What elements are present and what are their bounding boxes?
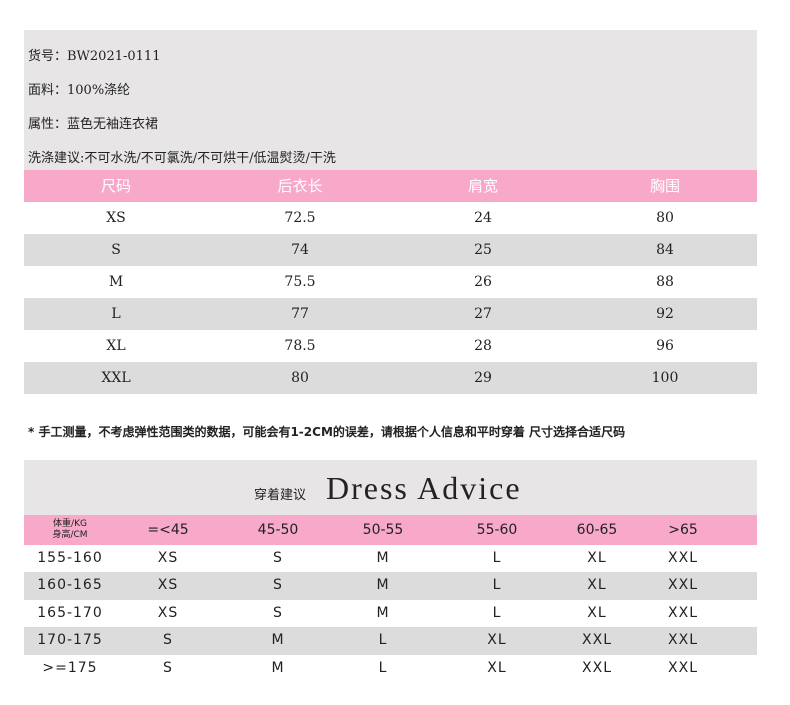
item-number: 货号：BW2021-0111 bbox=[28, 49, 161, 64]
recommended-size: XXL bbox=[668, 577, 698, 593]
weight-range: >65 bbox=[668, 522, 698, 538]
column-header: 肩宽 bbox=[467, 177, 499, 195]
height-range: 165-170 bbox=[37, 605, 103, 621]
advice-row: >=175 S M L XL XXL XXL bbox=[24, 655, 757, 682]
recommended-size: XXL bbox=[668, 605, 698, 621]
table-cell: 92 bbox=[656, 306, 674, 322]
table-row: S 74 25 84 bbox=[24, 234, 757, 266]
height-range: 170-175 bbox=[37, 632, 103, 648]
recommended-size: L bbox=[378, 660, 388, 676]
recommended-size: S bbox=[273, 577, 283, 593]
recommended-size: XS bbox=[157, 605, 179, 621]
table-cell: 77 bbox=[291, 306, 309, 322]
recommended-size: M bbox=[376, 550, 390, 566]
table-cell: XL bbox=[106, 338, 126, 354]
recommended-size: S bbox=[273, 550, 283, 566]
dress-advice-header: 穿着建议 Dress Advice bbox=[24, 460, 757, 515]
table-cell: 100 bbox=[651, 370, 679, 386]
height-range: 160-165 bbox=[37, 577, 103, 593]
attribute: 属性：蓝色无袖连衣裙 bbox=[28, 117, 159, 132]
recommended-size: L bbox=[492, 550, 502, 566]
advice-row: 155-160 XS S M L XL XXL bbox=[24, 545, 757, 572]
recommended-size: XL bbox=[587, 550, 607, 566]
recommended-size: XXL bbox=[582, 632, 612, 648]
table-cell: 78.5 bbox=[284, 338, 316, 354]
table-cell: 80 bbox=[656, 210, 674, 226]
table-cell: 72.5 bbox=[284, 210, 316, 226]
table-row: M 75.5 26 88 bbox=[24, 266, 757, 298]
height-label: 身高/CM bbox=[52, 530, 88, 540]
table-cell: L bbox=[111, 306, 121, 322]
recommended-size: XL bbox=[587, 605, 607, 621]
table-cell: 88 bbox=[656, 274, 674, 290]
table-cell: 29 bbox=[474, 370, 492, 386]
recommended-size: L bbox=[492, 605, 502, 621]
table-cell: 80 bbox=[291, 370, 309, 386]
recommended-size: M bbox=[271, 632, 285, 648]
table-row: XS 72.5 24 80 bbox=[24, 202, 757, 234]
weight-label: 体重/KG bbox=[53, 519, 87, 529]
fabric: 面料：100%涤纶 bbox=[28, 83, 131, 98]
advice-row: 160-165 XS S M L XL XXL bbox=[24, 572, 757, 600]
weight-range: 45-50 bbox=[257, 522, 299, 538]
table-cell: 28 bbox=[474, 338, 492, 354]
recommended-size: XXL bbox=[582, 660, 612, 676]
recommended-size: M bbox=[376, 605, 390, 621]
size-table: 尺码 后衣长 肩宽 胸围 XS 72.5 24 80 S 74 25 84 M 75.5 26 88 L 77 27… bbox=[24, 170, 757, 394]
recommended-size: XXL bbox=[668, 660, 698, 676]
weight-range: 50-55 bbox=[362, 522, 404, 538]
dress-advice-table: 体重/KG 身高/CM =<45 45-50 50-55 55-60 60-65 >65 155… bbox=[24, 515, 757, 682]
recommended-size: XL bbox=[487, 632, 507, 648]
recommended-size: L bbox=[378, 632, 388, 648]
table-cell: 24 bbox=[474, 210, 492, 226]
height-range: >=175 bbox=[42, 660, 98, 676]
recommended-size: XL bbox=[587, 577, 607, 593]
table-cell: 84 bbox=[656, 242, 674, 258]
table-cell: 75.5 bbox=[284, 274, 316, 290]
height-range: 155-160 bbox=[37, 550, 103, 566]
table-cell: 27 bbox=[474, 306, 492, 322]
table-cell: 25 bbox=[474, 242, 492, 258]
table-cell: 26 bbox=[474, 274, 492, 290]
table-row: XXL 80 29 100 bbox=[24, 362, 757, 394]
table-header: 尺码 后衣长 肩宽 胸围 bbox=[24, 170, 757, 202]
table-cell: XS bbox=[106, 210, 126, 226]
advice-title-cn: 穿着建议 bbox=[254, 488, 307, 503]
advice-title-en: Dress Advice bbox=[326, 470, 522, 506]
recommended-size: M bbox=[376, 577, 390, 593]
column-header: 尺码 bbox=[100, 177, 132, 195]
recommended-size: XXL bbox=[668, 632, 698, 648]
column-header: 后衣长 bbox=[277, 177, 323, 195]
table-cell: M bbox=[108, 274, 124, 290]
table-cell: 96 bbox=[656, 338, 674, 354]
weight-range: 60-65 bbox=[576, 522, 618, 538]
table-cell: XXL bbox=[101, 370, 131, 386]
washing-advice: 洗涤建议:不可水洗/不可氯洗/不可烘干/低温熨烫/干洗 bbox=[28, 151, 336, 166]
weight-range: =<45 bbox=[147, 522, 189, 538]
advice-header-row: 体重/KG 身高/CM =<45 45-50 50-55 55-60 60-65 >65 bbox=[24, 515, 757, 545]
table-row: XL 78.5 28 96 bbox=[24, 330, 757, 362]
table-cell: S bbox=[111, 242, 121, 258]
recommended-size: XS bbox=[157, 577, 179, 593]
product-info: 货号：BW2021-0111 面料：100%涤纶 属性：蓝色无袖连衣裙 洗涤建议… bbox=[24, 30, 757, 170]
recommended-size: XXL bbox=[668, 550, 698, 566]
recommended-size: S bbox=[273, 605, 283, 621]
recommended-size: S bbox=[163, 632, 173, 648]
table-cell: 74 bbox=[291, 242, 309, 258]
recommended-size: L bbox=[492, 577, 502, 593]
recommended-size: XL bbox=[487, 660, 507, 676]
advice-row: 170-175 S M L XL XXL XXL bbox=[24, 627, 757, 655]
table-row: L 77 27 92 bbox=[24, 298, 757, 330]
column-header: 胸围 bbox=[649, 177, 681, 195]
weight-range: 55-60 bbox=[476, 522, 518, 538]
recommended-size: XS bbox=[157, 550, 179, 566]
advice-row: 165-170 XS S M L XL XXL bbox=[24, 600, 757, 627]
recommended-size: S bbox=[163, 660, 173, 676]
measurement-note: * 手工测量，不考虑弹性范围类的数据，可能会有1-2CM的误差，请根据个人信息和… bbox=[28, 425, 626, 439]
recommended-size: M bbox=[271, 660, 285, 676]
